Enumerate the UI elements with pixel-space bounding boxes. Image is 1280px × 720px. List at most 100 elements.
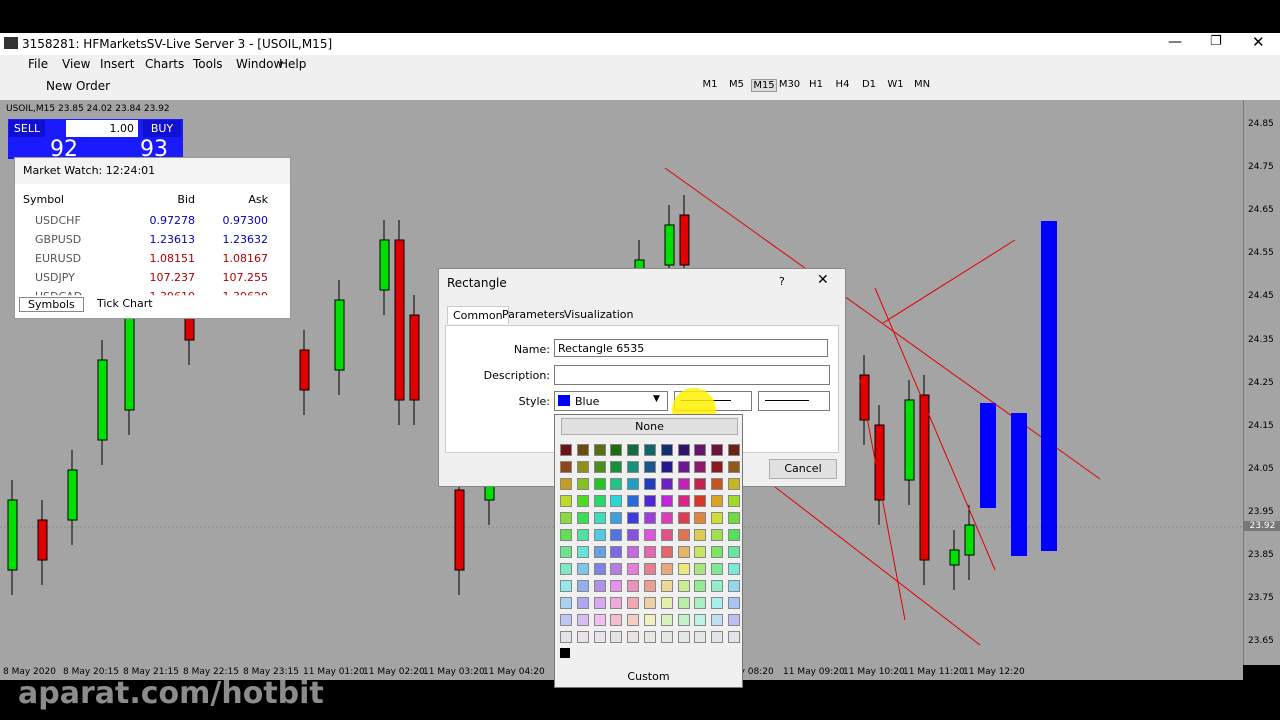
color-swatch[interactable]	[694, 512, 707, 524]
color-swatch[interactable]	[711, 461, 724, 473]
color-swatch[interactable]	[644, 580, 656, 592]
color-swatch[interactable]	[560, 495, 572, 507]
color-select[interactable]: Blue ▼	[554, 391, 668, 411]
color-swatch[interactable]	[660, 461, 673, 473]
color-swatch[interactable]	[694, 495, 707, 507]
color-swatch[interactable]	[728, 444, 740, 456]
color-swatch[interactable]	[560, 563, 572, 575]
color-swatch[interactable]	[711, 597, 724, 609]
color-swatch[interactable]	[644, 631, 656, 643]
timeframe[interactable]: H4	[835, 79, 850, 90]
timeframe[interactable]: M15	[751, 79, 777, 92]
color-swatch[interactable]	[610, 563, 623, 575]
dialog-tab[interactable]: Common	[447, 306, 509, 324]
color-swatch[interactable]	[677, 529, 690, 541]
color-swatch[interactable]	[728, 563, 740, 575]
color-swatch[interactable]	[660, 512, 673, 524]
color-swatch[interactable]	[610, 461, 623, 473]
minimize[interactable]: —	[1168, 34, 1182, 50]
color-swatch[interactable]	[728, 529, 740, 541]
color-swatch[interactable]	[711, 478, 724, 490]
color-swatch[interactable]	[677, 478, 690, 490]
color-swatch[interactable]	[711, 512, 724, 524]
restore[interactable]: ❐	[1210, 34, 1222, 49]
dialog-close[interactable]: ✕	[817, 272, 829, 288]
color-swatch[interactable]	[627, 495, 640, 507]
color-swatch[interactable]	[644, 597, 656, 609]
color-swatch[interactable]	[560, 597, 572, 609]
color-swatch[interactable]	[644, 495, 656, 507]
color-swatch[interactable]	[610, 478, 623, 490]
color-swatch[interactable]	[694, 597, 707, 609]
color-swatch[interactable]	[694, 546, 707, 558]
color-swatch[interactable]	[728, 512, 740, 524]
color-swatch[interactable]	[576, 631, 589, 643]
color-swatch[interactable]	[694, 631, 707, 643]
color-swatch[interactable]	[610, 495, 623, 507]
color-swatch[interactable]	[711, 631, 724, 643]
menu-item[interactable]: Window	[236, 57, 284, 71]
color-swatch[interactable]	[560, 648, 570, 658]
color-swatch[interactable]	[627, 512, 640, 524]
color-swatch[interactable]	[610, 631, 623, 643]
color-swatch[interactable]	[644, 546, 656, 558]
color-swatch[interactable]	[694, 614, 707, 626]
color-swatch[interactable]	[576, 563, 589, 575]
new-order[interactable]: New Order	[46, 79, 111, 93]
timeframe[interactable]: D1	[861, 79, 877, 90]
color-swatch[interactable]	[711, 495, 724, 507]
color-swatch[interactable]	[677, 631, 690, 643]
color-swatch[interactable]	[576, 597, 589, 609]
color-swatch[interactable]	[677, 461, 690, 473]
color-swatch[interactable]	[644, 444, 656, 456]
color-swatch[interactable]	[593, 580, 606, 592]
color-swatch[interactable]	[576, 580, 589, 592]
color-swatch[interactable]	[694, 580, 707, 592]
color-swatch[interactable]	[660, 478, 673, 490]
color-swatch[interactable]	[593, 512, 606, 524]
color-swatch[interactable]	[677, 546, 690, 558]
color-swatch[interactable]	[677, 580, 690, 592]
timeframe[interactable]: M5	[729, 79, 744, 90]
help-button[interactable]: ?	[779, 275, 785, 288]
timeframe[interactable]: M30	[778, 79, 801, 90]
color-swatch[interactable]	[610, 614, 623, 626]
color-swatch[interactable]	[610, 444, 623, 456]
color-swatch[interactable]	[711, 563, 724, 575]
color-swatch[interactable]	[560, 512, 572, 524]
color-swatch[interactable]	[660, 495, 673, 507]
color-swatch[interactable]	[610, 529, 623, 541]
cancel-button[interactable]: Cancel	[769, 459, 837, 479]
color-swatch[interactable]	[593, 546, 606, 558]
color-swatch[interactable]	[593, 478, 606, 490]
color-swatch[interactable]	[728, 614, 740, 626]
color-swatch[interactable]	[728, 495, 740, 507]
color-swatch[interactable]	[593, 563, 606, 575]
menu-item[interactable]: View	[62, 57, 91, 71]
color-swatch[interactable]	[644, 461, 656, 473]
color-swatch[interactable]	[660, 631, 673, 643]
menu-item[interactable]: Insert	[100, 57, 135, 71]
color-swatch[interactable]	[610, 512, 623, 524]
color-swatch[interactable]	[677, 597, 690, 609]
buy-button[interactable]: BUY	[143, 120, 181, 137]
dialog-tab[interactable]: Parameters	[502, 308, 565, 321]
color-swatch[interactable]	[627, 478, 640, 490]
timeframe[interactable]: W1	[887, 79, 904, 90]
color-swatch[interactable]	[627, 597, 640, 609]
color-swatch[interactable]	[576, 614, 589, 626]
color-swatch[interactable]	[660, 614, 673, 626]
color-swatch[interactable]	[610, 597, 623, 609]
color-swatch[interactable]	[593, 529, 606, 541]
color-swatch[interactable]	[644, 614, 656, 626]
color-swatch[interactable]	[576, 512, 589, 524]
color-swatch[interactable]	[660, 597, 673, 609]
color-swatch[interactable]	[728, 546, 740, 558]
color-swatch[interactable]	[677, 614, 690, 626]
timeframe[interactable]: H1	[809, 79, 823, 90]
sell-button[interactable]: SELL	[9, 120, 45, 137]
color-swatch[interactable]	[627, 580, 640, 592]
timeframe[interactable]: MN	[913, 79, 931, 90]
color-swatch[interactable]	[694, 478, 707, 490]
color-swatch[interactable]	[660, 580, 673, 592]
